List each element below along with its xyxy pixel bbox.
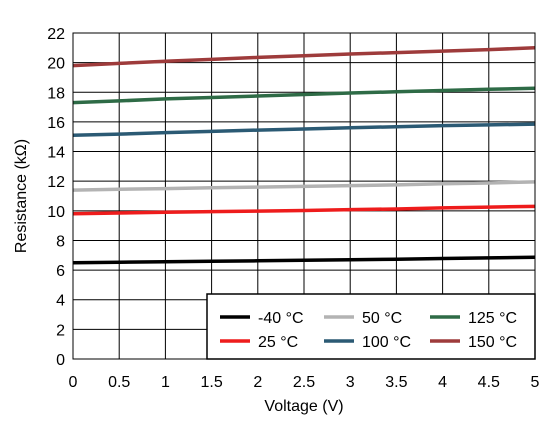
y-tick-label: 8 [56, 233, 65, 250]
x-tick-label: 2 [253, 374, 262, 391]
y-tick-label: 22 [47, 26, 65, 43]
x-tick-label: 0 [69, 374, 78, 391]
y-tick-label: 2 [56, 322, 65, 339]
x-tick-label: 0.5 [108, 374, 130, 391]
series-line [72, 204, 536, 216]
y-axis-label: Resistance (kΩ) [13, 139, 30, 253]
y-tick-label: 18 [47, 85, 65, 102]
x-axis-label: Voltage (V) [264, 398, 343, 415]
legend-label: 100 °C [362, 334, 411, 351]
x-tick-label: 1.5 [200, 374, 222, 391]
y-tick-label: 0 [56, 352, 65, 369]
x-tick-label: 2.5 [293, 374, 315, 391]
y-tick-label: 4 [56, 293, 65, 310]
series-line [72, 255, 536, 265]
x-tick-labels: 0 0.5 1 1.5 2 2.5 3 3.5 4 4.5 5 [69, 374, 540, 391]
y-tick-label: 12 [47, 174, 65, 191]
y-tick-label: 16 [47, 115, 65, 132]
legend: -40 °C 50 °C 125 °C 25 °C 100 °C 150 °C [206, 293, 536, 360]
x-tick-label: 3 [346, 374, 355, 391]
series-lines [72, 46, 536, 265]
x-tick-label: 5 [531, 374, 540, 391]
y-tick-label: 10 [47, 204, 65, 221]
y-tick-label: 20 [47, 56, 65, 73]
x-tick-label: 4.5 [478, 374, 500, 391]
legend-label: -40 °C [258, 310, 304, 327]
x-tick-label: 1 [161, 374, 170, 391]
y-tick-label: 14 [47, 145, 65, 162]
legend-label: 125 °C [468, 310, 517, 327]
x-tick-label: 3.5 [385, 374, 407, 391]
legend-items: -40 °C 50 °C 125 °C 25 °C 100 °C 150 °C [220, 310, 517, 351]
legend-label: 50 °C [362, 310, 402, 327]
legend-label: 25 °C [258, 334, 298, 351]
series-line [72, 46, 536, 68]
series-line [72, 122, 536, 137]
x-tick-label: 4 [438, 374, 447, 391]
legend-box [206, 293, 536, 360]
series-line [72, 86, 536, 105]
legend-label: 150 °C [468, 334, 517, 351]
y-tick-labels: 0 2 4 6 8 10 12 14 16 18 20 22 [47, 26, 65, 369]
y-tick-label: 6 [56, 263, 65, 280]
series-line [72, 180, 536, 192]
